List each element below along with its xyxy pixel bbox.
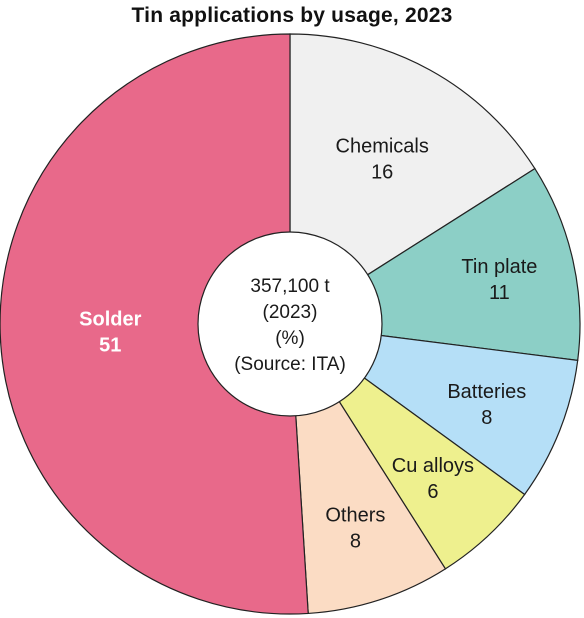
slice-chemicals <box>289 33 536 326</box>
center-text-line: (Source: ITA) <box>234 354 346 375</box>
slice-solder <box>0 33 309 615</box>
chart-title: Tin applications by usage, 2023 <box>131 4 453 27</box>
slice-value-label: 16 <box>371 161 393 183</box>
slice-value-label: 11 <box>489 282 510 304</box>
center-text-line: (2023) <box>263 302 318 323</box>
slice-value-label: 8 <box>350 530 361 552</box>
slice-label: Batteries <box>447 381 526 403</box>
slice-value-label: 6 <box>427 481 438 503</box>
slice-label: Solder <box>79 309 141 331</box>
slice-label: Cu alloys <box>392 455 474 477</box>
center-label: 357,100 t (2023) (%) (Source: ITA) <box>234 276 346 375</box>
slice-label: Others <box>325 504 385 526</box>
slice-label: Tin plate <box>461 256 537 278</box>
slice-labels-group: Chemicals 16 Tin plate 11 Batteries 8 Cu alloy… <box>79 135 537 552</box>
center-text-line: (%) <box>275 328 305 349</box>
slice-value-label: 51 <box>99 335 121 357</box>
slice-value-label: 8 <box>481 407 492 429</box>
slice-label: Chemicals <box>336 135 429 157</box>
center-hole <box>197 231 383 417</box>
center-text-line: 357,100 t <box>250 276 330 297</box>
